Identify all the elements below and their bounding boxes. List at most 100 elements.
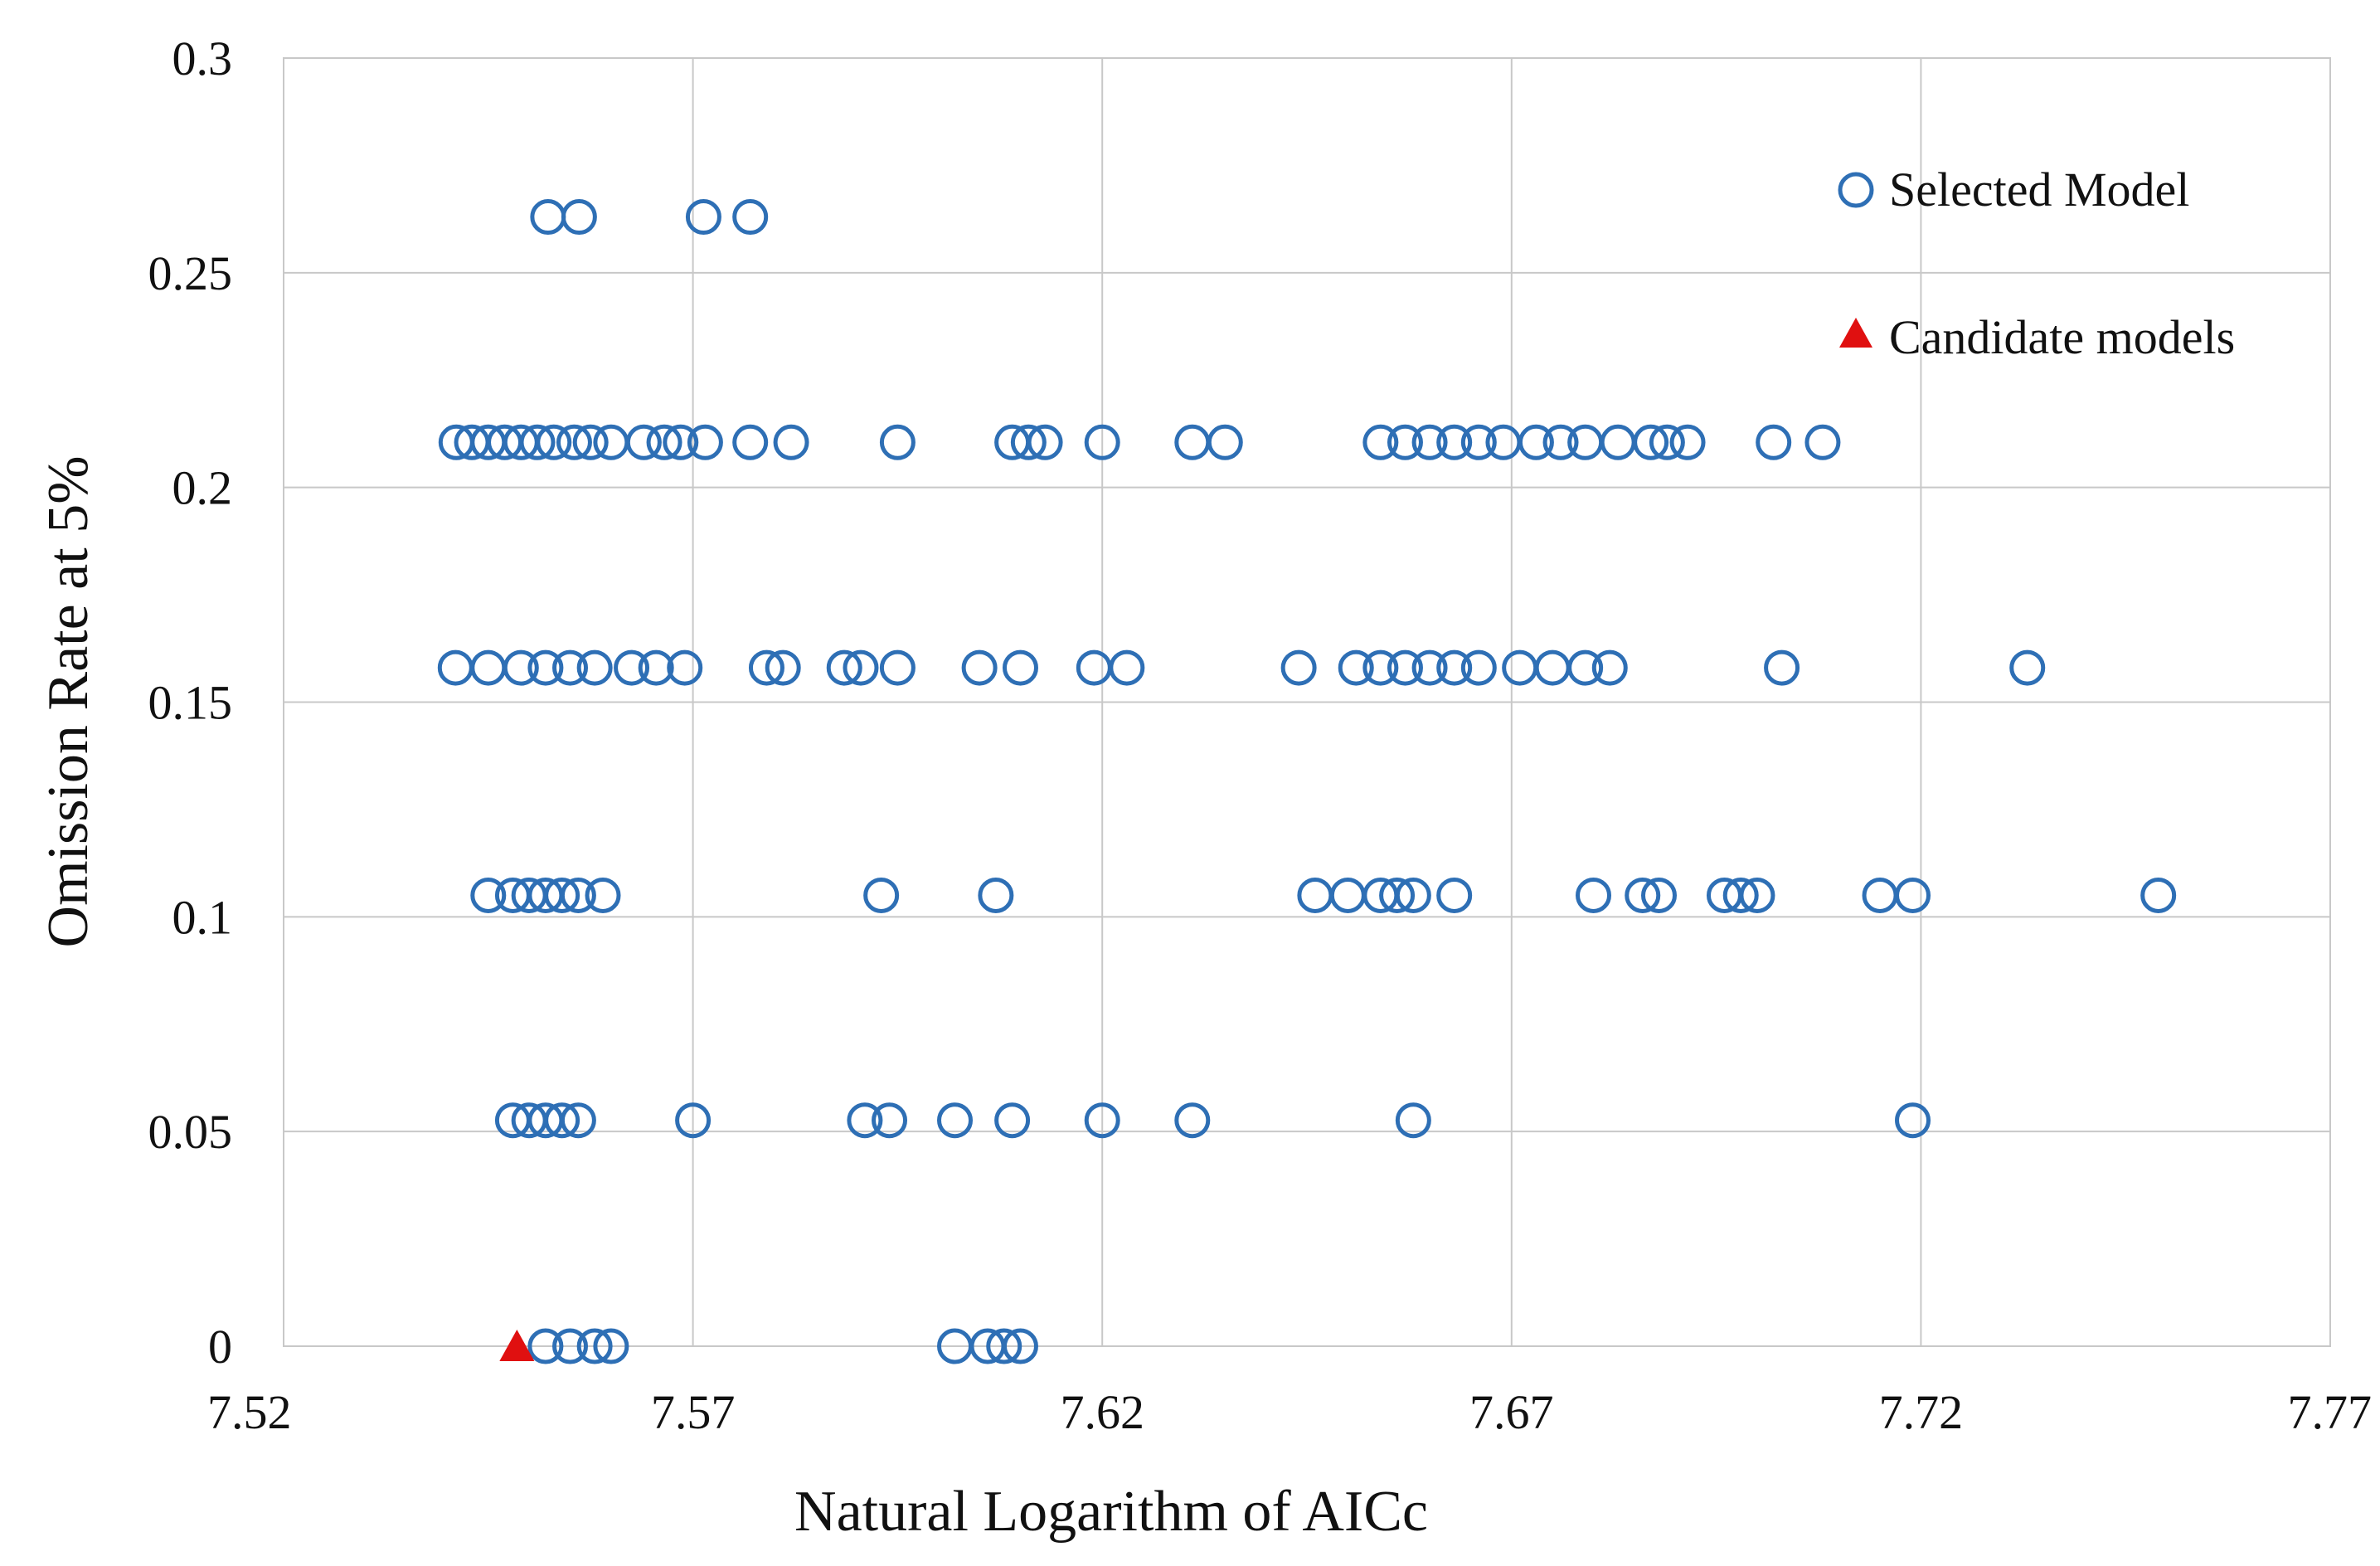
selected-model-point <box>1804 424 1841 460</box>
selected-model-point <box>527 649 564 686</box>
selected-model-point <box>2140 877 2177 913</box>
x-tick-label: 7.77 <box>2288 1385 2373 1439</box>
selected-model-point <box>1338 649 1374 686</box>
selected-model-point <box>1600 424 1636 460</box>
selected-model-point <box>1567 424 1604 460</box>
selected-model-point <box>1395 877 1431 913</box>
selected-model-point <box>1002 649 1038 686</box>
selected-model-point <box>937 1102 974 1139</box>
selected-model-point <box>503 649 539 686</box>
selected-model-point <box>556 424 592 460</box>
candidate-model-points <box>499 1330 535 1361</box>
grid-lines <box>284 58 2330 1346</box>
selected-model-point <box>530 199 566 236</box>
selected-model-point <box>1010 424 1047 460</box>
selected-model-point <box>1084 424 1120 460</box>
selected-model-point <box>552 1328 589 1364</box>
selected-model-point <box>1411 649 1448 686</box>
selected-model-point <box>843 649 879 686</box>
selected-model-point <box>560 877 596 913</box>
selected-model-point <box>1280 649 1317 686</box>
plot-area-frame <box>283 57 2331 1347</box>
selected-model-point <box>879 649 916 686</box>
selected-model-point <box>1379 877 1416 913</box>
selected-model-point <box>663 424 699 460</box>
selected-model-point <box>560 1102 596 1139</box>
selected-model-point <box>961 649 998 686</box>
selected-model-point <box>1518 424 1554 460</box>
selected-model-point <box>1411 424 1448 460</box>
selected-model-point <box>1722 877 1759 913</box>
selected-model-point <box>986 1328 1022 1364</box>
selected-model-point <box>685 199 721 236</box>
legend: Selected Model Candidate models <box>1838 163 2235 364</box>
selected-model-point <box>1640 877 1677 913</box>
selected-model-point <box>687 424 723 460</box>
selected-model-point <box>847 1102 883 1139</box>
selected-model-point <box>1625 877 1661 913</box>
selected-model-point <box>2009 649 2046 686</box>
legend-selected-label: Selected Model <box>1889 163 2189 216</box>
legend-selected-marker <box>1838 172 1874 208</box>
y-tick-label: 0.25 <box>148 246 233 300</box>
selected-model-point <box>872 1102 908 1139</box>
selected-model-point <box>1084 1102 1120 1139</box>
x-tick-label: 7.52 <box>207 1385 292 1439</box>
x-tick-label: 7.62 <box>1060 1385 1144 1439</box>
selected-model-point <box>561 199 597 236</box>
selected-model-point <box>1764 649 1800 686</box>
selected-model-point <box>638 649 674 686</box>
selected-model-point <box>994 1102 1031 1139</box>
candidate-model-point <box>499 1330 535 1361</box>
selected-model-point <box>1534 649 1571 686</box>
selected-model-point <box>576 1328 613 1364</box>
selected-model-point <box>1576 877 1612 913</box>
selected-model-point <box>1362 649 1399 686</box>
selected-model-point <box>826 649 862 686</box>
selected-model-point <box>544 1102 580 1139</box>
y-axis-ticks: 0 0.05 0.1 0.15 0.2 0.25 0.3 <box>148 32 233 1374</box>
selected-model-point <box>1174 1102 1211 1139</box>
selected-model-point <box>1297 877 1333 913</box>
selected-model-point <box>1207 424 1243 460</box>
selected-model-point <box>552 649 589 686</box>
selected-model-point <box>748 649 784 686</box>
selected-model-point <box>625 424 662 460</box>
selected-model-point <box>470 649 507 686</box>
selected-model-point <box>1649 424 1685 460</box>
selected-model-point <box>1174 424 1211 460</box>
selected-model-point <box>1862 877 1898 913</box>
x-axis-ticks: 7.52 7.57 7.62 7.67 7.72 7.77 <box>207 1385 2372 1439</box>
selected-model-point <box>1460 649 1497 686</box>
selected-model-point <box>576 649 613 686</box>
selected-model-point <box>1387 649 1423 686</box>
selected-model-point <box>1485 424 1522 460</box>
selected-model-point <box>773 424 809 460</box>
selected-model-point <box>732 199 769 236</box>
selected-model-point <box>1329 877 1366 913</box>
selected-model-point <box>585 877 621 913</box>
selected-model-point <box>1567 649 1604 686</box>
selected-model-point <box>978 877 1014 913</box>
selected-model-point <box>675 1102 712 1139</box>
selected-model-point <box>527 1328 564 1364</box>
selected-model-point <box>879 424 916 460</box>
selected-model-point <box>572 424 609 460</box>
selected-model-point <box>765 649 801 686</box>
selected-model-point <box>1395 1102 1431 1139</box>
x-tick-label: 7.72 <box>1879 1385 1964 1439</box>
selected-model-point <box>1362 424 1399 460</box>
selected-model-point <box>593 424 629 460</box>
y-tick-label: 0.1 <box>172 890 233 944</box>
selected-model-point <box>536 424 572 460</box>
legend-candidate-label: Candidate models <box>1889 310 2235 364</box>
selected-model-point <box>1669 424 1706 460</box>
y-tick-label: 0 <box>208 1320 232 1374</box>
selected-model-point <box>1002 1328 1038 1364</box>
selected-model-point <box>1460 424 1497 460</box>
selected-model-point <box>732 424 769 460</box>
y-tick-label: 0.2 <box>172 461 233 515</box>
selected-model-point <box>1739 877 1775 913</box>
selected-model-point <box>593 1328 629 1364</box>
